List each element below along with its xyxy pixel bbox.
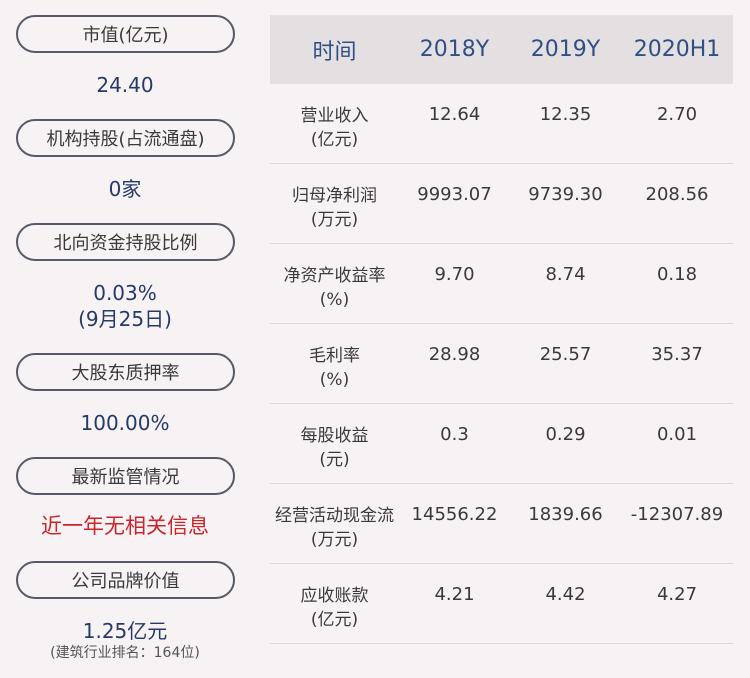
table-cell: 4.42 <box>545 584 586 605</box>
pledge-ratio-value: 100.00% <box>80 411 170 435</box>
pledge-ratio-label: 大股东质押率 <box>16 353 235 391</box>
table-cell: 12.64 <box>428 104 481 125</box>
institution-holding-value: 0家 <box>108 177 142 201</box>
table-row: 归母净利润 (万元) 9993.07 9739.30 208.56 <box>270 164 733 244</box>
row-label: 营业收入 (亿元) <box>300 106 369 150</box>
table-cell: 0.01 <box>656 424 698 445</box>
table-cell: 9993.07 <box>417 184 492 205</box>
northbound-ratio-value: 0.03% <box>93 281 157 305</box>
table-cell: 4.27 <box>656 584 698 605</box>
brand-value-value: 1.25亿元 <box>82 619 168 643</box>
regulation-label: 最新监管情况 <box>16 457 235 495</box>
table-row: 毛利率 (%) 28.98 25.57 35.37 <box>270 324 733 404</box>
table-cell: 8.74 <box>545 264 586 285</box>
table-header: 时间 2018Y 2019Y 2020H1 <box>270 15 733 84</box>
row-label: 应收账款 (亿元) <box>300 586 369 630</box>
table-cell: 25.57 <box>539 344 592 365</box>
market-cap-label: 市值(亿元) <box>16 15 235 53</box>
table-row: 经营活动现金流 (万元) 14556.22 1839.66 -12307.89 <box>270 484 733 564</box>
market-cap-value: 24.40 <box>96 73 154 97</box>
table-cell: 208.56 <box>645 184 709 205</box>
metrics-panel: 市值(亿元) 24.40 机构持股(占流通盘) 0家 北向资金持股比例 0.03… <box>0 0 250 678</box>
northbound-ratio-date: (9月25日) <box>78 307 172 331</box>
row-label: 净资产收益率 (%) <box>283 266 386 310</box>
table-cell: 2.70 <box>656 104 698 125</box>
institution-holding-label: 机构持股(占流通盘) <box>16 119 235 157</box>
financial-table: 时间 2018Y 2019Y 2020H1 营业收入 (亿元) 12.64 12.… <box>270 15 733 644</box>
table-cell: 0.3 <box>440 424 469 445</box>
header-time: 时间 <box>312 39 357 65</box>
header-2019y: 2019Y <box>530 37 601 62</box>
row-label: 经营活动现金流 (万元) <box>275 506 394 550</box>
row-label: 归母净利润 (万元) <box>292 186 377 230</box>
table-cell: 9.70 <box>434 264 475 285</box>
table-cell: 4.21 <box>434 584 475 605</box>
table-row: 每股收益 (元) 0.3 0.29 0.01 <box>270 404 733 484</box>
row-label: 每股收益 (元) <box>300 426 369 470</box>
table-cell: 0.29 <box>545 424 586 445</box>
table-cell: 12.35 <box>539 104 592 125</box>
table-row: 营业收入 (亿元) 12.64 12.35 2.70 <box>270 84 733 164</box>
northbound-ratio-label: 北向资金持股比例 <box>16 223 235 261</box>
table-row: 应收账款 (亿元) 4.21 4.42 4.27 <box>270 564 733 644</box>
brand-rank-note: (建筑行业排名：164位) <box>50 645 200 661</box>
table-row: 净资产收益率 (%) 9.70 8.74 0.18 <box>270 244 733 324</box>
regulation-value: 近一年无相关信息 <box>41 514 209 538</box>
table-cell: 28.98 <box>428 344 481 365</box>
table-cell: 9739.30 <box>528 184 603 205</box>
header-2018y: 2018Y <box>419 37 490 62</box>
brand-value-label: 公司品牌价值 <box>16 561 235 599</box>
header-2020h1: 2020H1 <box>633 37 721 62</box>
row-label: 毛利率 (%) <box>309 346 360 390</box>
table-cell: 1839.66 <box>528 504 603 525</box>
table-cell: 14556.22 <box>411 504 498 525</box>
table-cell: 0.18 <box>656 264 698 285</box>
table-cell: 35.37 <box>651 344 703 365</box>
table-cell: -12307.89 <box>630 504 724 525</box>
